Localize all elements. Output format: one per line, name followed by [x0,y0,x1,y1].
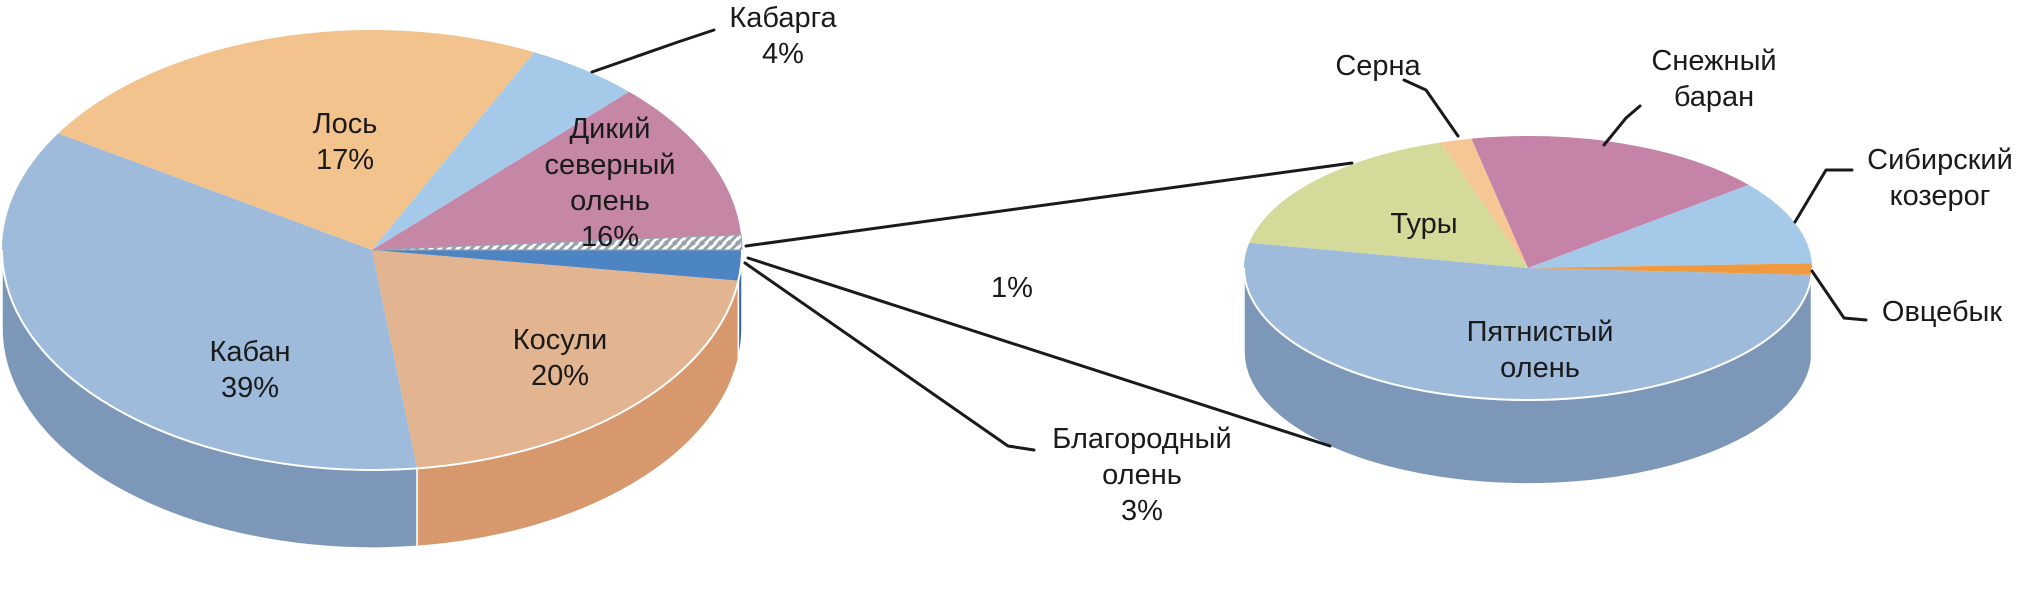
main-pie-slice-blagorodnyy-olen [372,250,742,281]
detail-pie-leader-sibirskiy-kozerog [1793,168,1854,224]
detail-pie-slice-sibirskiy-kozerog [1528,184,1812,268]
detail-pie-slice-tury [1249,142,1528,268]
main-pie-slice-dikiy-severnyy-olen [372,91,742,250]
main-pie-leader-blagorodnyy-olen [743,261,1036,452]
main-pie-slice-kabarga [372,52,629,250]
detail-pie-slice-ovtsebyk [1528,263,1812,275]
detail-pie-slice-pyatnistyy-olen [1243,242,1812,400]
pie-rim-highlight-layer [1,249,1813,471]
detail-pie-leader-snezhnyy-baran [1602,104,1642,147]
detail-pie-rim-highlight [1243,267,1813,401]
pie-top-wedges-layer [1,30,1812,471]
detail-pie-leader-ovtsebyk [1810,269,1868,322]
main-pie-slice-1pct [371,234,743,251]
detail-pie-slice-snezhnyy-baran [1471,135,1749,268]
explode-line-top [744,161,1354,248]
main-pie-leader-kabarga [590,28,716,74]
leader-lines-layer [590,28,1868,452]
explode-line-bottom [746,256,1332,448]
main-pie-rim-highlight [1,249,743,471]
detail-pie-leader-serna [1402,78,1460,138]
main-pie-slice-kosuli [372,250,739,469]
detail-pie-slice-serna [1440,138,1528,268]
main-pie-slice-kaban [1,133,418,471]
main-pie-slice-los [58,30,535,251]
